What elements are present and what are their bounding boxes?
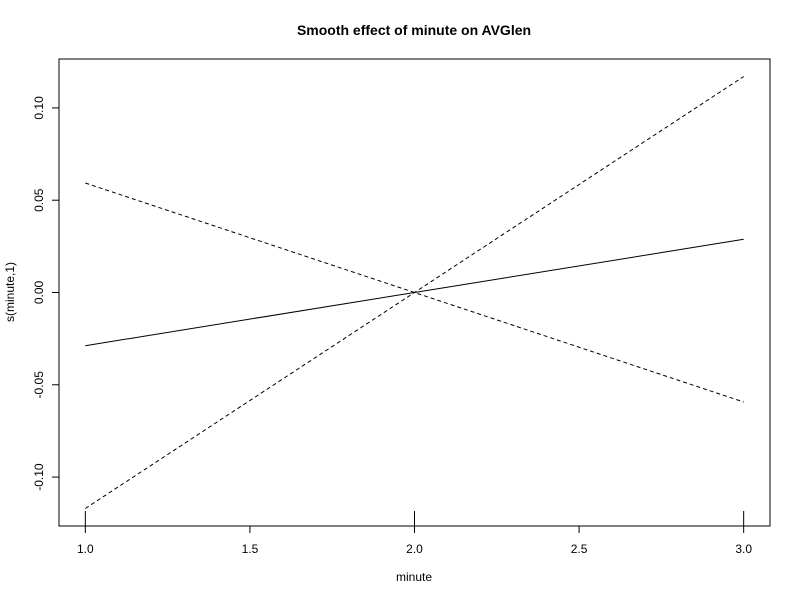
rug-group [84,511,745,526]
y-tick-label: 0.10 [32,96,46,120]
x-tick-label: 2.0 [406,542,423,556]
y-axis: -0.10 -0.05 0.00 0.05 0.10 [32,96,60,491]
x-tick-label: 2.5 [571,542,588,556]
y-axis-label: s(minute,1) [3,262,17,322]
x-tick-label: 1.5 [242,542,259,556]
y-tick-label: -0.05 [32,371,46,399]
x-tick-label: 3.0 [735,542,752,556]
y-tick-label: 0.05 [32,188,46,212]
x-axis-label: minute [396,570,432,584]
chart-title: Smooth effect of minute on AVGlen [297,22,531,38]
x-tick-label: 1.0 [77,542,94,556]
x-axis: 1.0 1.5 2.0 2.5 3.0 [77,525,752,556]
confidence-band-line [85,76,744,509]
y-tick-label: 0.00 [32,280,46,304]
y-tick-label: -0.10 [32,463,46,491]
series-group [85,76,744,509]
